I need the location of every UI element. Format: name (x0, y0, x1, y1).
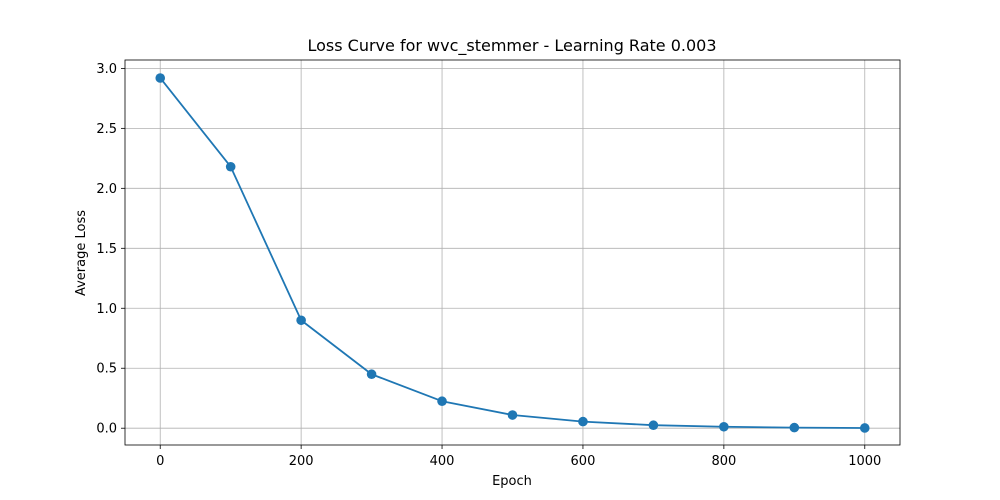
y-axis-title: Average Loss (74, 210, 89, 296)
chart-title: Loss Curve for wvc_stemmer - Learning Ra… (307, 36, 716, 56)
data-point (648, 420, 659, 431)
data-point (789, 422, 800, 433)
y-tick-label: 2.5 (96, 122, 117, 137)
data-point (296, 315, 306, 326)
x-tick-label: 0 (156, 454, 164, 469)
y-tick-label: 2.0 (96, 182, 117, 197)
data-point (859, 423, 870, 433)
data-point (507, 410, 518, 420)
y-tick-label: 1.0 (96, 302, 117, 317)
axes: 0 200 400 600 800 1000 0.0 0.5 1.0 1.5 2.0 2.5 3.0 (96, 59, 901, 469)
data-point (225, 161, 236, 172)
data-point (578, 416, 588, 427)
data-point (155, 73, 166, 83)
y-tick-label: 1.5 (96, 242, 117, 257)
y-tick-label: 0.5 (96, 362, 117, 377)
x-tick-label: 400 (430, 454, 455, 469)
y-tick-label: 0.0 (96, 422, 117, 437)
x-tick-label: 1000 (848, 454, 881, 469)
plot-frame (124, 59, 901, 446)
x-axis-title: Epoch (492, 474, 532, 489)
data-point (437, 396, 447, 407)
x-tick-label: 600 (571, 454, 596, 469)
data-point (719, 421, 729, 432)
x-tick-label: 200 (289, 454, 314, 469)
x-tick-label: 800 (711, 454, 736, 469)
series-line (159, 77, 865, 429)
y-tick-label: 3.0 (96, 62, 117, 77)
data-point (366, 369, 377, 380)
grid (125, 60, 900, 445)
series-layer (155, 73, 870, 433)
